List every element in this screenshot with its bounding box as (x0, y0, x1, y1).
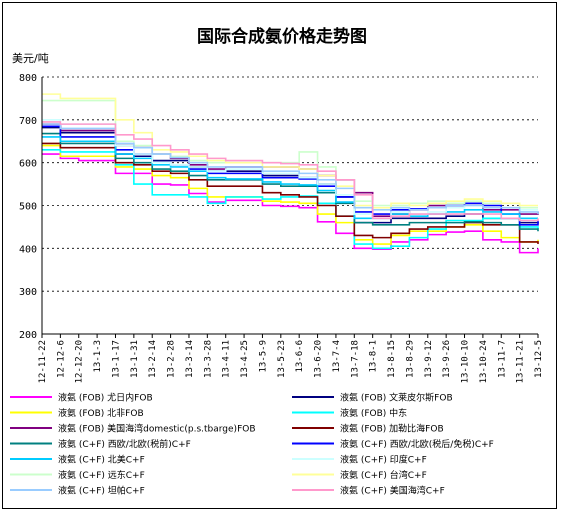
series-line (42, 153, 539, 254)
series-line (42, 149, 539, 250)
x-tick-label: 13-8-15 (387, 340, 397, 378)
x-tick-label: 13-10-10 (461, 340, 471, 383)
chart-frame (2, 2, 557, 509)
x-tick-label: 13-9-26 (442, 340, 452, 378)
legend-label: 液氨 (C+F) 坦帕C+F (58, 485, 145, 497)
legend-label: 液氨 (C+F) 远东C+F (58, 469, 145, 481)
legend-label: 液氨 (FOB) 加勒比海FOB (340, 423, 444, 435)
x-tick-label: 13-1-31 (130, 340, 140, 378)
legend: 液氨 (FOB) 尤日内FOB 液氨 (FOB) 文莱皮尔斯FOB 液氨 (FOB)… (10, 392, 494, 497)
x-tick-label: 12-12-20 (75, 340, 85, 383)
legend-label: 液氨 (C+F) 西欧/北欧(税前)C+F (58, 438, 191, 450)
x-tick-label: 13-8-29 (405, 340, 415, 378)
legend-label: 液氨 (C+F) 西欧/北欧(税后/免税)C+F (340, 438, 494, 450)
legend-label: 液氨 (FOB) 美国海湾domestic(p.s.tbarge)FOB (58, 423, 256, 435)
x-tick-label: 13-12-5 (534, 340, 544, 378)
legend-label: 液氨 (FOB) 文莱皮尔斯FOB (340, 392, 453, 404)
x-tick-label: 12-12-6 (56, 340, 66, 378)
x-tick-label: 13-5-9 (258, 340, 268, 373)
y-axis-unit-label: 美元/吨 (12, 52, 49, 65)
y-tick-label: 600 (19, 159, 37, 170)
x-tick-label: 13-7-18 (350, 340, 360, 378)
x-tick-label: 13-8-1 (369, 340, 379, 373)
x-tick-label: 13-2-14 (148, 340, 158, 378)
series-line (42, 142, 539, 245)
legend-label: 液氨 (C+F) 印度C+F (340, 454, 427, 466)
x-tick-label: 13-1-17 (111, 340, 121, 378)
legend-label: 液氨 (C+F) 美国海湾C+F (340, 485, 445, 497)
series-line (42, 121, 539, 222)
x-tick-label: 13-6-6 (295, 340, 305, 373)
x-tick-label: 13-10-24 (479, 340, 489, 383)
y-tick-label: 400 (19, 244, 37, 255)
x-tick-label: 13-4-25 (240, 340, 250, 378)
x-tick-label: 13-4-11 (222, 340, 232, 378)
x-tick-label: 13-2-28 (167, 340, 177, 378)
legend-label: 液氨 (FOB) 尤日内FOB (58, 392, 153, 404)
x-tick-label: 13-11-21 (516, 340, 526, 383)
x-tick-label: 13-3-14 (185, 340, 195, 378)
y-tick-label: 300 (19, 287, 37, 298)
x-tick-label: 13-3-28 (203, 340, 213, 378)
y-tick-label: 500 (19, 202, 37, 213)
chart-title: 国际合成氨价格走势图 (197, 26, 367, 47)
series-line (42, 136, 538, 220)
x-tick-label: 13-6-20 (314, 340, 324, 378)
y-tick-label: 800 (19, 73, 37, 84)
x-tick-label: 13-9-12 (424, 340, 434, 378)
y-tick-label: 700 (19, 116, 37, 127)
y-tick-label: 200 (19, 330, 37, 341)
plot-area: 200 300 400 500 600 700 800 12-11-22 12-12-6 12-1… (19, 73, 544, 383)
series-line (42, 132, 539, 232)
legend-label: 液氨 (FOB) 北非FOB (58, 407, 144, 419)
series-line (42, 123, 539, 215)
x-tick-label: 13-11-7 (497, 340, 507, 378)
series-line (42, 99, 538, 209)
x-tick-label: 12-11-22 (38, 340, 48, 383)
legend-label: 液氨 (C+F) 台湾C+F (340, 469, 427, 481)
legend-label: 液氨 (C+F) 北美C+F (58, 454, 145, 466)
x-tick-label: 13-5-23 (277, 340, 287, 378)
legend-label: 液氨 (FOB) 中东 (340, 407, 407, 419)
x-tick-label: 13-7-4 (332, 340, 342, 373)
series-line (42, 93, 538, 209)
x-tick-label: 13-1-3 (93, 340, 103, 373)
